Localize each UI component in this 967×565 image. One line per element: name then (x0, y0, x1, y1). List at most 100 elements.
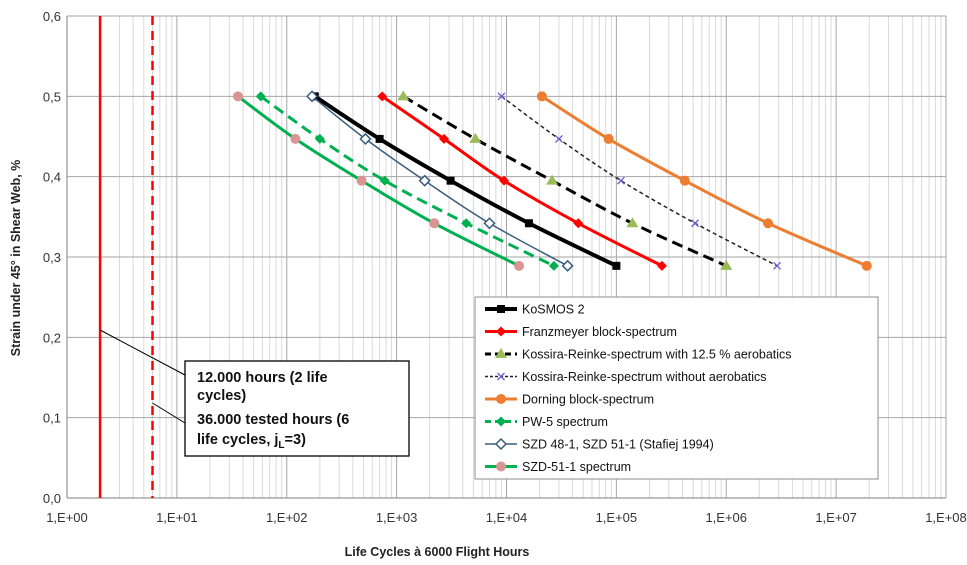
series-marker (626, 217, 639, 228)
series-marker (656, 260, 667, 271)
legend-entry: PW-5 spectrum (485, 415, 608, 429)
x-axis-title: Life Cycles à 6000 Flight Hours (345, 545, 530, 559)
y-tick-label: 0,1 (43, 411, 61, 426)
annotation-box (184, 360, 410, 457)
series-marker (359, 132, 372, 145)
legend-entry: Franzmeyer block-spectrum (485, 325, 677, 339)
series (232, 91, 525, 271)
series-marker (439, 133, 450, 144)
series-marker (429, 218, 440, 229)
x-tick-label: 1,E+02 (266, 510, 308, 525)
series-marker (255, 91, 266, 102)
series-line (501, 95, 778, 267)
series-marker (232, 91, 243, 102)
legend-label: Kossira-Reinke-spectrum without aerobati… (522, 370, 767, 384)
series-marker (499, 175, 510, 186)
series-marker (497, 305, 505, 313)
series-marker (314, 133, 325, 144)
series-marker (375, 134, 384, 143)
series-marker (514, 260, 525, 271)
series-marker (561, 259, 574, 272)
series-marker (461, 218, 472, 229)
series-marker (496, 394, 506, 404)
x-tick-label: 1,E+00 (46, 510, 88, 525)
series-marker (536, 91, 547, 102)
series-marker (612, 261, 621, 270)
series-marker (861, 260, 872, 271)
legend-entry: SZD-51-1 spectrum (485, 460, 631, 474)
series-marker (573, 218, 584, 229)
series-marker (483, 217, 496, 230)
series-marker (496, 461, 506, 472)
series-marker (691, 219, 700, 228)
series (255, 91, 559, 271)
series-marker (469, 132, 482, 143)
series-marker (720, 259, 733, 270)
series-line (237, 95, 520, 268)
reference-lines (98, 16, 154, 498)
y-tick-label: 0,2 (43, 330, 61, 345)
legend: KoSMOS 2 Franzmeyer block-spectrum Kossira… (474, 296, 879, 480)
series-marker (377, 91, 388, 102)
legend-entry: Kossira-Reinke-spectrum with 12.5 % aero… (485, 348, 792, 362)
legend-label: PW-5 spectrum (522, 415, 608, 429)
annotation-line: 12.000 hours (2 life (197, 370, 328, 386)
x-tick-label: 1,E+01 (156, 510, 198, 525)
series (497, 92, 782, 270)
legend-label: SZD-51-1 spectrum (522, 460, 631, 474)
series-marker (495, 348, 507, 358)
y-tick-label: 0,3 (43, 250, 61, 265)
legend-label: Dorning block-spectrum (522, 393, 654, 407)
series-marker (603, 133, 614, 144)
series-marker (554, 134, 563, 143)
x-tick-label: 1,E+05 (596, 510, 638, 525)
annotation-leader (152, 402, 186, 424)
series-layer (232, 90, 872, 272)
x-tick-label: 1,E+07 (815, 510, 857, 525)
series-marker (497, 92, 506, 101)
series-marker (496, 326, 506, 337)
y-tick-label: 0,5 (43, 89, 61, 104)
series-marker (497, 372, 505, 381)
legend-label: KoSMOS 2 (522, 303, 585, 317)
series-marker (418, 174, 431, 187)
series (306, 90, 574, 272)
series-marker (379, 175, 390, 186)
x-tick-label: 1,E+06 (705, 510, 747, 525)
series-marker (616, 176, 625, 185)
series-marker (773, 261, 782, 270)
annotation-line: 36.000 tested hours (6 (197, 412, 349, 428)
legend-entry: SZD 48-1, SZD 51-1 (Stafiej 1994) (485, 438, 714, 452)
series-marker (546, 174, 559, 185)
x-tick-label: 1,E+04 (486, 510, 528, 525)
series-marker (524, 219, 533, 228)
tick-labels: 1,E+00 1,E+01 1,E+02 1,E+03 1,E+04 1,E+05 1,E+… (43, 9, 967, 525)
legend-entry: Dorning block-spectrum (485, 393, 654, 407)
y-tick-label: 0,0 (43, 491, 61, 506)
series-marker (496, 416, 506, 427)
legend-entry: Kossira-Reinke-spectrum without aerobati… (485, 370, 767, 384)
series-marker (290, 133, 301, 144)
series (377, 91, 667, 271)
legend-label: Franzmeyer block-spectrum (522, 325, 677, 339)
series (536, 91, 872, 271)
legend-label: Kossira-Reinke-spectrum with 12.5 % aero… (522, 348, 792, 362)
y-tick-label: 0,4 (43, 170, 61, 185)
annotation-line: life cycles, jL=3) (197, 432, 306, 451)
x-tick-label: 1,E+03 (376, 510, 418, 525)
series (397, 90, 733, 270)
annotation-line: cycles) (197, 388, 246, 404)
series-marker (446, 176, 455, 185)
series-marker (494, 437, 508, 451)
legend-entry: KoSMOS 2 (485, 303, 585, 317)
series-marker (306, 90, 319, 103)
annotation: 12.000 hours (2 life cycles) 36.000 tested… (99, 329, 410, 457)
series-marker (763, 218, 774, 229)
series-marker (397, 90, 410, 101)
series-marker (548, 260, 559, 271)
x-tick-label: 1,E+08 (925, 510, 967, 525)
y-axis-title: Strain under 45° in Shear Web, % (9, 160, 23, 356)
legend-box (474, 296, 879, 480)
series-marker (356, 175, 367, 186)
